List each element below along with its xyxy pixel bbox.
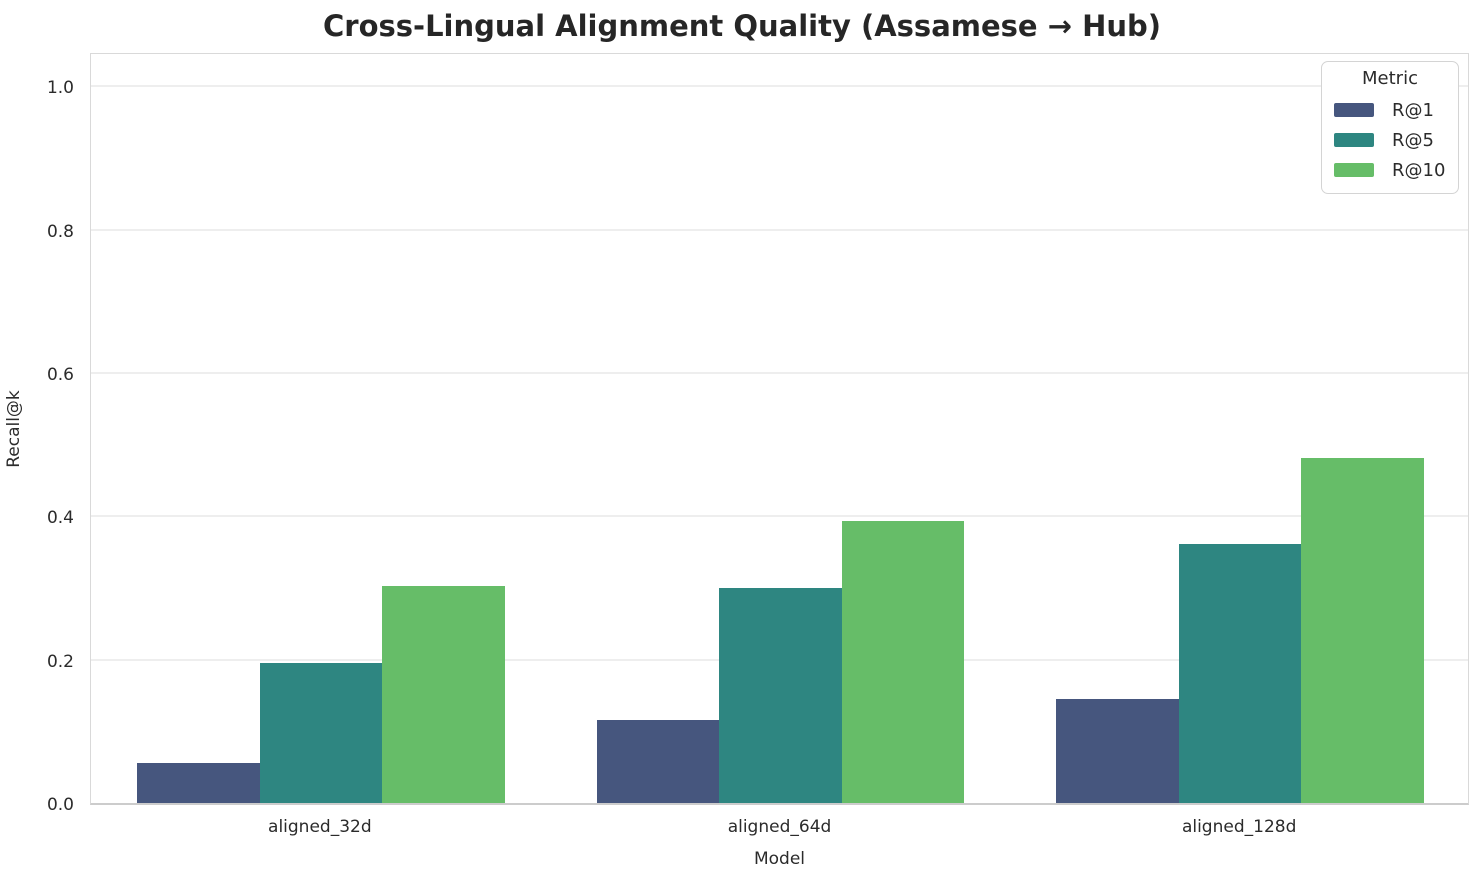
x-tick-label: aligned_32d <box>268 817 372 837</box>
y-tick-label: 0.0 <box>46 795 74 815</box>
legend-item-R@1: R@1 <box>1332 95 1448 125</box>
chart-title: Cross-Lingual Alignment Quality (Assames… <box>323 9 1161 43</box>
bar-R@1-aligned_32d <box>136 762 260 803</box>
legend-swatch-R@10 <box>1334 163 1374 177</box>
y-tick-label: 1.0 <box>46 78 74 99</box>
legend-swatch-R@5 <box>1334 133 1374 147</box>
legend-item-label: R@5 <box>1392 129 1434 151</box>
gridline <box>91 228 1468 231</box>
legend-item-R@5: R@5 <box>1332 125 1448 155</box>
x-tick-label: aligned_64d <box>727 817 832 837</box>
y-tick-label: 0.8 <box>46 221 74 242</box>
bar-R@1-aligned_64d <box>596 719 720 803</box>
y-axis-label: Recall@k <box>4 390 24 468</box>
legend-item-label: R@10 <box>1392 159 1446 181</box>
y-tick-label: 0.6 <box>46 364 74 385</box>
plot-area: Metric R@1 R@5 R@10 <box>90 53 1469 805</box>
legend-swatch-R@1 <box>1334 103 1374 117</box>
gridline <box>91 515 1468 518</box>
gridline <box>91 371 1468 374</box>
legend: Metric R@1 R@5 R@10 <box>1321 61 1459 194</box>
legend-items: R@1 R@5 R@10 <box>1332 95 1448 185</box>
gridline <box>91 85 1468 88</box>
bar-R@10-aligned_128d <box>1301 458 1425 803</box>
bars-layer <box>91 54 1468 803</box>
legend-item-R@10: R@10 <box>1332 155 1448 185</box>
bar-R@10-aligned_32d <box>382 585 505 803</box>
legend-item-label: R@1 <box>1392 99 1434 121</box>
x-axis-label: Model <box>753 849 806 869</box>
bar-R@1-aligned_128d <box>1056 699 1179 803</box>
bar-R@5-aligned_64d <box>719 587 842 803</box>
bar-R@5-aligned_32d <box>259 662 383 803</box>
x-tick-label: aligned_128d <box>1181 817 1297 837</box>
y-tick-label: 0.4 <box>46 508 74 529</box>
bar-R@5-aligned_128d <box>1178 544 1302 803</box>
legend-title: Metric <box>1362 68 1418 89</box>
bar-R@10-aligned_64d <box>841 520 965 803</box>
y-tick-label: 0.2 <box>46 651 74 672</box>
